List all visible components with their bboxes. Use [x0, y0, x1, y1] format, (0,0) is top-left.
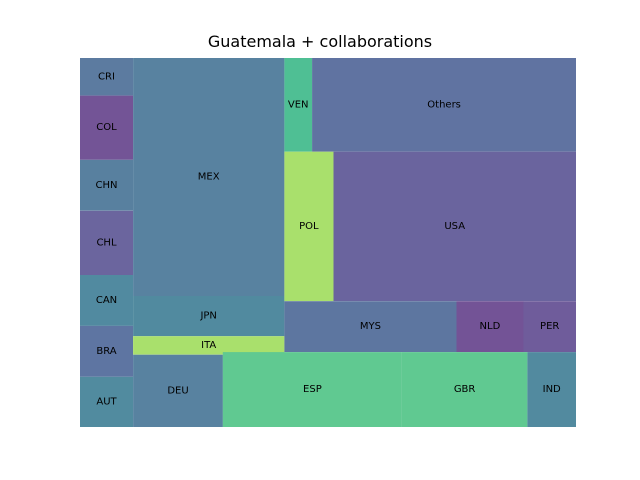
tile-label-deu: DEU	[167, 385, 188, 396]
tile-label-jpn: JPN	[199, 311, 216, 322]
tile-label-others: Others	[427, 99, 461, 110]
tile-deu	[133, 354, 223, 427]
tile-label-cri: CRI	[98, 71, 115, 82]
tile-ita	[133, 336, 285, 355]
tile-label-per: PER	[540, 321, 559, 332]
tile-ven	[284, 58, 313, 152]
tile-label-aut: AUT	[96, 396, 117, 407]
tile-label-ind: IND	[543, 384, 561, 395]
tile-label-chn: CHN	[96, 180, 118, 191]
tile-jpn	[133, 296, 285, 337]
tile-others	[312, 58, 576, 152]
tile-label-usa: USA	[444, 221, 465, 232]
tile-col	[80, 95, 134, 160]
tile-cri	[80, 58, 134, 96]
tile-label-nld: NLD	[480, 321, 501, 332]
tile-label-bra: BRA	[96, 346, 116, 357]
tile-mys	[284, 301, 457, 353]
tile-mex	[133, 58, 285, 296]
tile-label-chl: CHL	[96, 237, 117, 248]
tile-label-col: COL	[96, 122, 117, 133]
tile-label-ita: ITA	[201, 340, 216, 351]
tile-chn	[80, 159, 134, 211]
chart-title: Guatemala + collaborations	[207, 32, 433, 51]
tile-esp	[222, 352, 402, 427]
tile-label-gbr: GBR	[454, 384, 476, 395]
tile-label-mys: MYS	[360, 321, 381, 332]
tile-pol	[284, 151, 334, 302]
tile-aut	[80, 376, 134, 427]
tile-gbr	[401, 352, 528, 427]
tile-label-ven: VEN	[288, 99, 309, 110]
tile-chl	[80, 210, 134, 275]
tile-bra	[80, 325, 134, 377]
tile-per	[523, 301, 576, 353]
tile-nld	[456, 301, 524, 353]
tile-usa	[333, 151, 576, 302]
tile-ind	[527, 352, 576, 427]
tile-label-mex: MEX	[198, 172, 220, 183]
tile-can	[80, 275, 134, 326]
tile-label-pol: POL	[299, 221, 319, 232]
tile-label-can: CAN	[96, 295, 117, 306]
tile-label-esp: ESP	[303, 384, 322, 395]
